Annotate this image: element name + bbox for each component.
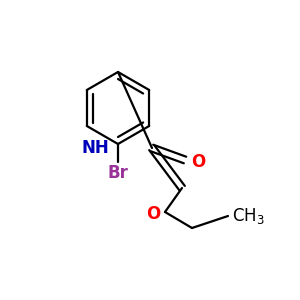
Text: CH$_3$: CH$_3$ (232, 206, 265, 226)
Text: Br: Br (108, 164, 128, 182)
Text: NH: NH (81, 139, 109, 157)
Text: O: O (146, 205, 160, 223)
Text: O: O (191, 153, 205, 171)
